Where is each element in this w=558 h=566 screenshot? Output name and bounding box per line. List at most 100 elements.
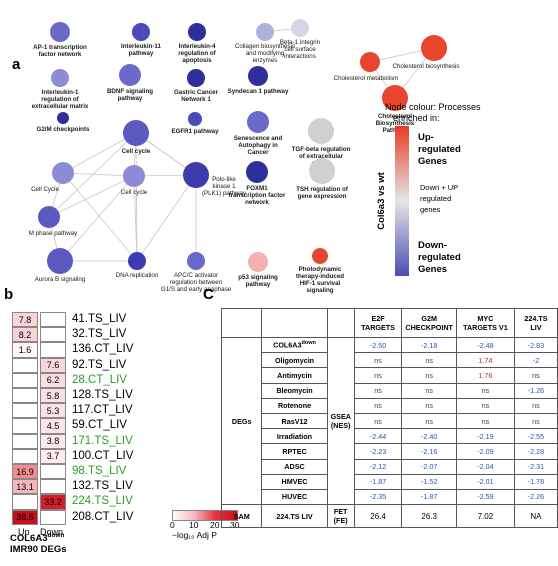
node-label-bdnf-0: BDNF signaling <box>107 88 153 95</box>
table-cell: ns <box>353 367 403 384</box>
node-circle-tgfb <box>308 118 334 144</box>
edge-cellcycle_big-cycle1 <box>62 132 137 174</box>
table-cell: -2.18 <box>401 336 457 354</box>
node-circle-synd <box>248 66 268 86</box>
heatmap-cell-down: 3.7 <box>40 448 66 464</box>
table-row-name-text: Oligomycin <box>274 355 315 365</box>
table-cell: -1.87 <box>401 488 457 506</box>
table-row-name-text: RPTEC <box>282 446 307 456</box>
node-label-gastric-1: Network 1 <box>181 96 211 103</box>
heatmap-row-label: 59.CT_LIV <box>72 419 127 432</box>
node-label-cycle1-0: Cell Cycle <box>31 186 59 193</box>
table-cell: -1.52 <box>401 473 457 490</box>
table-cell: ns <box>353 397 403 414</box>
table-row: Oligomycin ns ns 1.74 -2 <box>222 352 558 369</box>
heatmap-row-label: 208.CT_LIV <box>72 510 134 523</box>
edge-cycle1-dnarep <box>62 172 138 262</box>
heatmap-cell-up <box>12 388 38 404</box>
heatmap-row-label: 128.TS_LIV <box>72 389 133 401</box>
node-label-plk1-0: Polo-like <box>212 176 236 183</box>
node-label-ap1-1: factor network <box>39 51 82 58</box>
heatmap-title-sup: down <box>47 532 65 539</box>
table-cell: ns <box>353 352 403 369</box>
node-label-photo-1: therapy-induced <box>296 273 344 280</box>
node-label-dnarep-0: DNA replication <box>116 272 159 279</box>
node-chol_bio: Cholesterol biosynthesis <box>392 35 460 70</box>
node-circle-g2m <box>57 112 69 124</box>
table-row: RasV12 ns ns ns ns <box>222 412 558 430</box>
node-label-gastric-0: Gastric Cancer <box>174 89 219 96</box>
heatmap-row-label: 100.CT_LIV <box>72 449 134 462</box>
node-label-chol_met-0: Cholesterol metabolism <box>334 75 399 82</box>
table-row-name: Antimycin <box>261 367 328 384</box>
node-label-g2m-0: G2/M checkpoints <box>37 126 91 133</box>
table-cell: -2.23 <box>353 443 403 460</box>
network-legend: Node colour: Processes enriched in: Col6… <box>376 102 481 276</box>
table-cell: -2.40 <box>401 428 457 445</box>
table-row: Antimycin ns ns 1.76 ns <box>222 367 558 384</box>
table-cell: ns <box>513 397 558 414</box>
heatmap-cell-down <box>40 464 66 480</box>
table-cell: -2.50 <box>353 336 403 354</box>
edge-cycle1-cycle2 <box>62 172 135 177</box>
table-row-name: ADSC <box>261 458 328 475</box>
heatmap-xlabel-0: Up <box>18 526 30 537</box>
heatmap-row-label: 92.TS_LIV <box>72 358 127 371</box>
heatmap-row-label: 98.TS_LIV <box>72 465 127 477</box>
node-label-beta1-2: interactions <box>284 53 316 60</box>
table-cell: ns <box>401 397 457 414</box>
table-cell: -1.26 <box>513 382 558 399</box>
table-row-name: Oligomycin <box>261 352 328 369</box>
node-g2m: G2/M checkpoints <box>37 112 91 133</box>
node-dnarep: DNA replication <box>116 252 159 279</box>
table-row-name: HMVEC <box>261 473 328 490</box>
node-circle-tsh <box>309 158 335 184</box>
colorbar-label: −log₁₀ Adj P <box>172 530 217 540</box>
node-label-chol_path-0: Cholesterol <box>378 113 412 120</box>
table-cell: ns <box>455 382 515 399</box>
legend-mid-3: genes <box>420 205 441 214</box>
heatmap-cell-up: 1.6 <box>12 342 38 358</box>
table-header-row: E2F TARGETS G2M CHECKPOINT MYC TARGETS V1 2… <box>220 308 558 338</box>
legend-up-1: Up- <box>418 132 434 143</box>
heatmap-title: COL6A3down IMR90 DEGs <box>10 530 67 555</box>
edge-plk1-dnarep <box>136 174 197 262</box>
table-cell: ns <box>353 412 403 430</box>
node-label-aurora-0: Aurora B signaling <box>35 276 86 283</box>
edge-cycle2-aurora <box>59 175 135 262</box>
table-row-name-text: HUVEC <box>281 492 308 502</box>
heatmap-cell-up: 8.2 <box>12 327 38 343</box>
table-cell: -2.01 <box>455 473 515 490</box>
table-row-name: RPTEC <box>261 443 328 460</box>
table-cell: ns <box>401 382 457 399</box>
table-row: ADSC -2.12 -2.07 -2.04 -2.31 <box>222 458 558 475</box>
legend-down-3: Genes <box>418 264 447 275</box>
table-cell: ns <box>353 382 403 399</box>
node-circle-photo <box>312 248 328 264</box>
table-cell: -1.87 <box>353 473 403 490</box>
node-circle-collagen <box>256 23 274 41</box>
heatmap-cell-up: 16.9 <box>12 464 38 480</box>
heatmap-cell-down <box>40 509 66 525</box>
table-cell: -2.83 <box>513 336 558 354</box>
heatmap-row-label: 224.TS_LIV <box>72 495 133 508</box>
table-corner-2 <box>261 308 328 338</box>
table-cell: ns <box>513 412 558 430</box>
legend-up-3: Genes <box>418 156 447 167</box>
heatmap-cell-down <box>40 342 66 358</box>
node-label-senes-1: Autophagy in <box>238 142 278 149</box>
node-circle-gastric <box>187 69 205 87</box>
node-egfr1: EGFR1 pathway <box>171 112 219 135</box>
heatmap-cell-up: 38.6 <box>12 509 38 525</box>
table-sam-name: 224.TS LIV <box>261 504 328 529</box>
table-row: RPTEC -2.23 -2.16 -2.09 -2.28 <box>222 443 558 460</box>
node-label-chol_path-1: Biosynthesis <box>376 120 415 127</box>
node-circle-cycle2 <box>123 165 145 187</box>
node-label-il1-2: extracellular matrix <box>32 103 89 110</box>
table-row-name: HUVEC <box>261 488 328 506</box>
table-row-name-sup: down <box>301 340 316 347</box>
